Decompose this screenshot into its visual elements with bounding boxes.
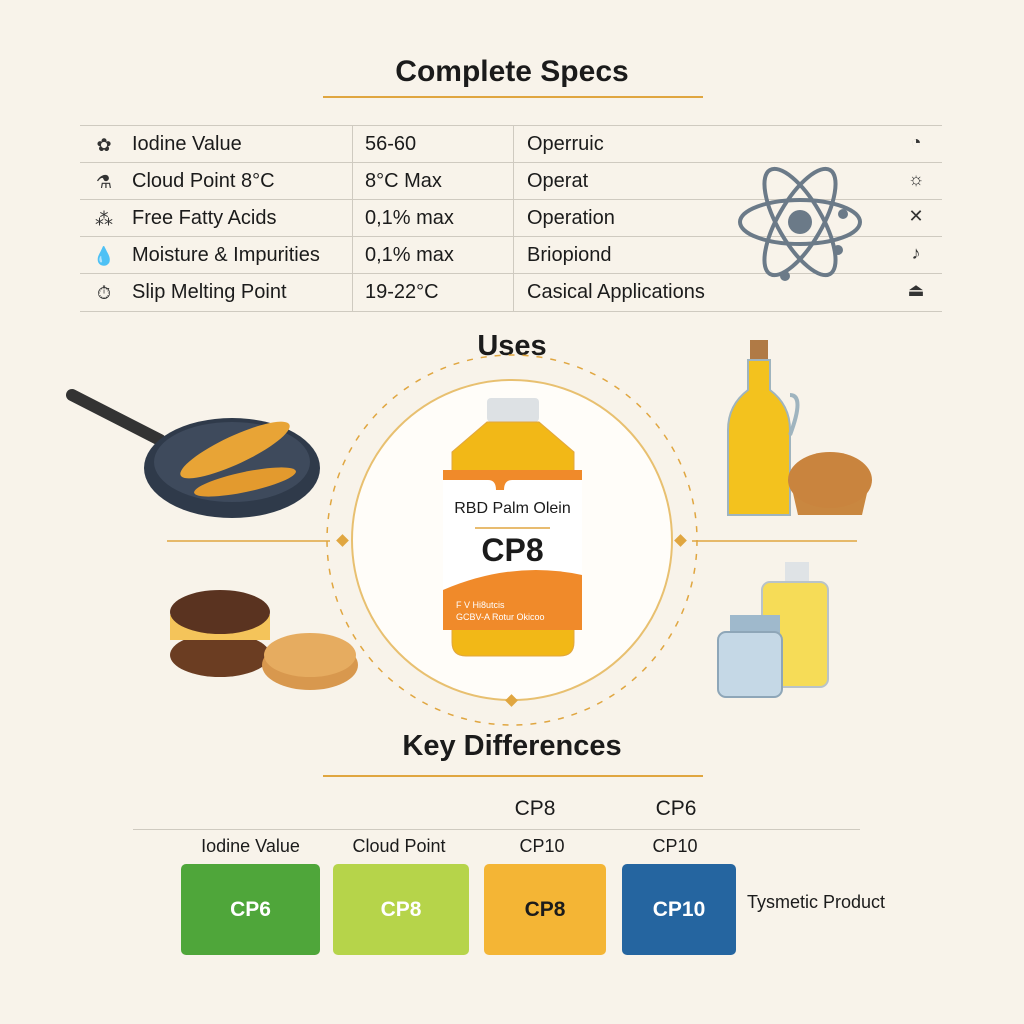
spec-value: 0,1% max [365,207,454,229]
product-label-text: GCBV-A Rotur Okicoo [456,612,545,622]
spec-application: Casical Applications [527,281,705,303]
spec-application: Operation [527,207,615,229]
gear-flower-icon: ✿ [96,135,112,155]
stack-icon: ⏏ [907,280,925,300]
grade-box-cp10: CP10 [622,864,736,955]
spec-label: Iodine Value [132,133,242,155]
column-header: Cloud Point [352,836,446,856]
grade-box-cp8: CP8 [333,864,469,955]
molecule-icon: ⁂ [95,209,113,229]
product-label-text: F V Hi8utcis [456,600,505,610]
cross-icon: ✕ [908,206,924,226]
oil-bottle-muffin-illustration [727,340,872,516]
spec-row: ⚗ Cloud Point 8°C 8°C Max Operat ☼ [80,162,942,200]
uses-title: Uses [477,330,547,362]
spec-application: Operruic [527,133,604,155]
diamond-marker [674,534,687,547]
flask-icon: ⚗ [95,172,113,192]
column-divider [513,125,514,311]
product-grade: CP8 [481,532,544,568]
jars-illustration [717,562,829,698]
specs-title: Complete Specs [395,55,629,88]
column-divider [352,125,353,311]
column-header: Iodine Value [201,836,300,856]
spec-row: ⏱ Slip Melting Point 19-22°C Casical App… [80,273,942,312]
column-header: CP10 [652,836,698,856]
frying-pan-illustration [66,389,320,518]
divider [133,829,860,830]
spec-label: Free Fatty Acids [132,207,277,229]
spec-row: 💧 Moisture & Impurities 0,1% max Briopio… [80,236,942,274]
spec-value: 0,1% max [365,244,454,266]
drop-icon: 💧 [92,246,116,266]
spec-label: Cloud Point 8°C [132,170,275,192]
spec-label: Moisture & Impurities [132,244,320,266]
differences-title: Key Differences [402,730,622,762]
spec-application: Briopiond [527,244,612,266]
title-underline [323,775,703,777]
product-name: RBD Palm Olein [454,500,571,517]
spec-value: 8°C Max [365,170,442,192]
grade-box-cp6: CP6 [181,864,320,955]
gauge-icon: ◔ [910,132,922,152]
outer-dashed-ring [326,354,698,726]
side-label: Tysmetic Product [747,892,886,912]
spec-application: Operat [527,170,589,192]
cookies-illustration [170,590,358,690]
music-note-icon: ♪ [911,243,921,263]
title-underline [323,96,703,98]
diamond-marker [336,534,349,547]
atom-icon [738,166,862,281]
column-header: CP10 [519,836,565,856]
sun-icon: ☼ [907,169,925,189]
spec-value: 19-22°C [365,281,439,303]
top-header: CP6 [655,797,697,820]
spec-label: Slip Melting Point [132,281,287,303]
grade-box-cp8: CP8 [484,864,606,955]
spec-row: ✿ Iodine Value 56-60 Operruic ◔ [80,125,942,163]
spec-value: 56-60 [365,133,417,155]
timer-icon: ⏱ [96,283,112,303]
product-bottle-illustration [443,398,582,657]
top-header: CP8 [514,797,556,820]
spec-row: ⁂ Free Fatty Acids 0,1% max Operation ✕ [80,199,942,237]
